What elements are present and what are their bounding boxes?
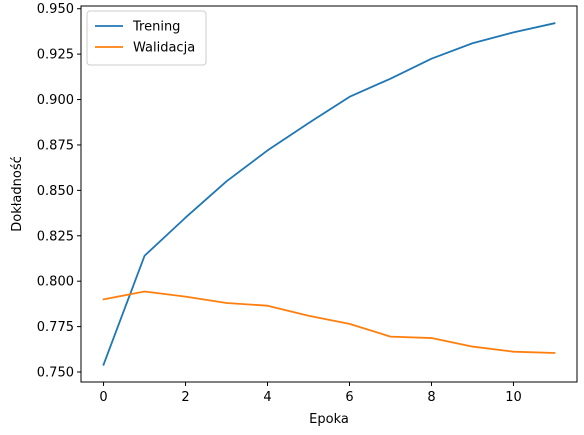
- series-line-0: [102, 22, 556, 366]
- x-tick-label: 8: [427, 390, 435, 405]
- axis-ticks: 0 2 4 6 8 10 0.750 0.775 0.800 0.825 0.850 0.875 0.9…: [37, 2, 522, 405]
- plot-frame: [80, 5, 578, 383]
- plot-content: [102, 22, 556, 366]
- y-axis-label: Dokładność: [10, 156, 25, 232]
- y-tick-label: 0.850: [37, 184, 74, 199]
- x-tick-label: 4: [263, 390, 271, 405]
- x-tick-label: 0: [99, 390, 107, 405]
- y-tick-label: 0.875: [37, 138, 74, 153]
- y-tick-label: 0.950: [37, 2, 74, 17]
- series-line-1: [102, 290, 556, 354]
- x-tick-label: 6: [345, 390, 353, 405]
- y-tick-label: 0.775: [37, 320, 74, 335]
- y-tick-label: 0.750: [37, 366, 74, 381]
- x-tick-label: 2: [181, 390, 189, 405]
- legend-label-1: Walidacja: [133, 41, 195, 56]
- y-tick-label: 0.825: [37, 229, 74, 244]
- y-tick-label: 0.900: [37, 93, 74, 108]
- y-tick-label: 0.800: [37, 275, 74, 290]
- x-tick-label: 10: [505, 390, 522, 405]
- y-tick-label: 0.925: [37, 48, 74, 63]
- legend-label-0: Trening: [132, 20, 180, 35]
- legend: Trening Walidacja: [86, 10, 207, 66]
- legend-box: [86, 10, 207, 66]
- x-axis-label: Epoka: [309, 412, 349, 427]
